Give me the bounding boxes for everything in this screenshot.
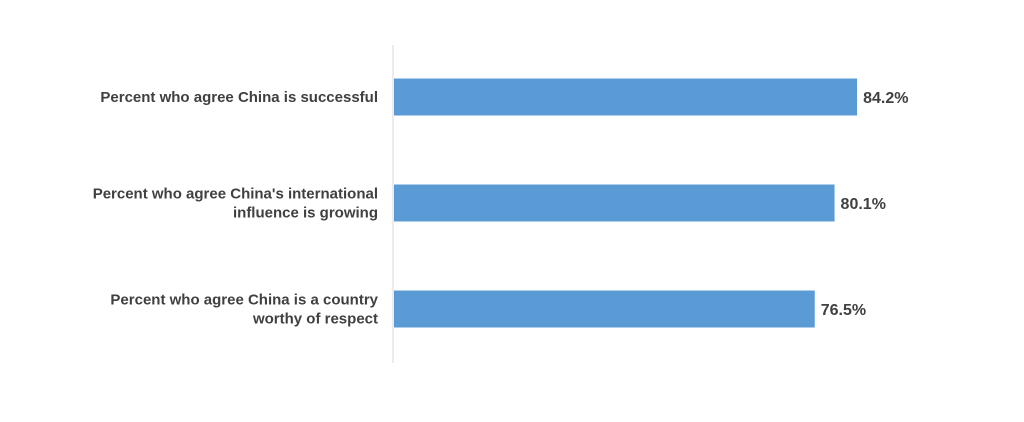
bars-group: 84.2% Percent who agree China is successf… [93, 78, 908, 328]
bar-3 [394, 290, 815, 328]
bar-1 [394, 78, 858, 116]
data-label-3: 76.5% [821, 302, 866, 319]
category-label-line: influence is growing [233, 205, 378, 222]
category-label-3: Percent who agree China is a country wort… [110, 292, 378, 328]
data-label-1: 84.2% [863, 90, 908, 107]
category-label-1: Percent who agree China is successful [100, 89, 378, 106]
category-label-line: Percent who agree China's international [93, 186, 378, 203]
category-label-line: worthy of respect [252, 311, 378, 328]
category-label-line: Percent who agree China is successful [100, 89, 378, 106]
bar-2 [394, 184, 835, 222]
data-label-2: 80.1% [841, 196, 886, 213]
category-label-line: Percent who agree China is a country [110, 292, 378, 309]
category-label-2: Percent who agree China's international i… [93, 186, 378, 222]
